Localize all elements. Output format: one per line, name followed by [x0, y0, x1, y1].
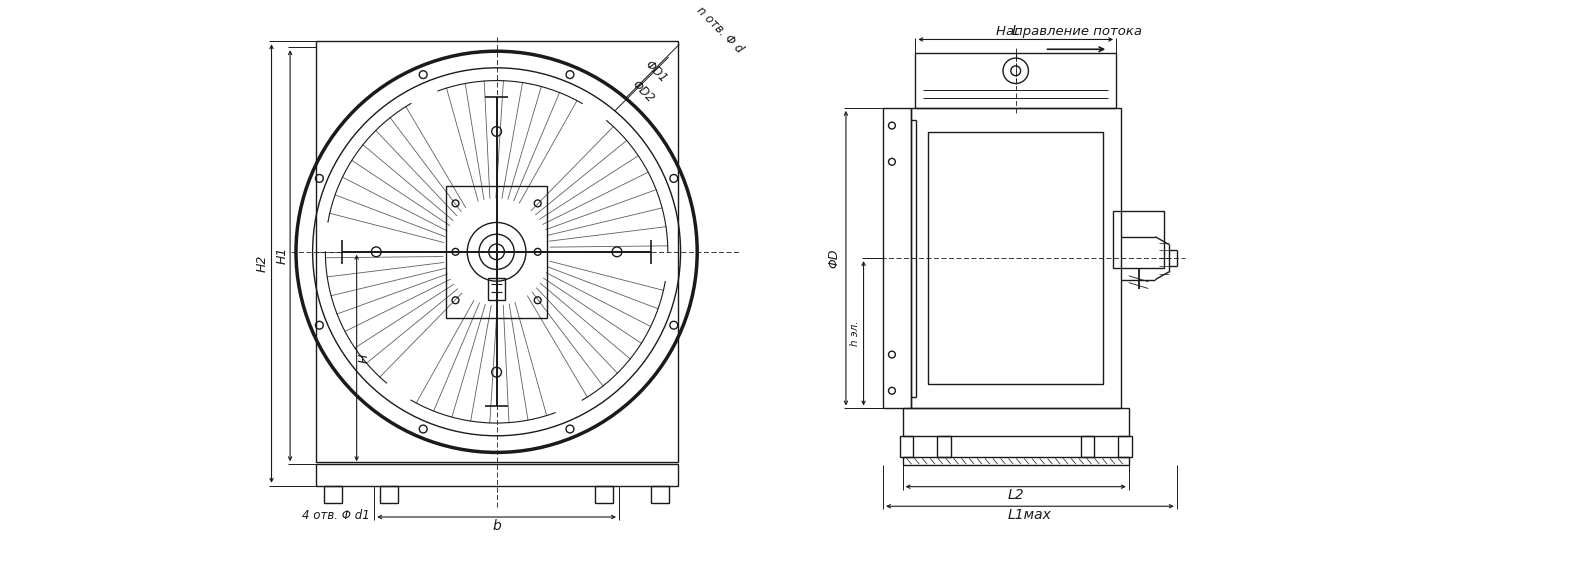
- Bar: [488, 278, 506, 300]
- Bar: [1113, 211, 1164, 268]
- Text: L: L: [1011, 24, 1019, 38]
- Text: ΦD: ΦD: [828, 248, 841, 268]
- Bar: [884, 108, 911, 408]
- Text: H1: H1: [276, 247, 289, 265]
- Text: H: H: [357, 354, 372, 363]
- Bar: [903, 457, 1129, 465]
- Bar: [445, 186, 547, 318]
- Bar: [936, 436, 951, 457]
- Bar: [316, 464, 678, 486]
- Text: L1мах: L1мах: [1008, 508, 1051, 522]
- Bar: [651, 486, 668, 503]
- Bar: [903, 408, 1129, 436]
- Text: L2: L2: [1008, 489, 1024, 503]
- Text: b: b: [493, 519, 501, 533]
- Text: n отв. Φ d: n отв. Φ d: [694, 4, 746, 56]
- Bar: [916, 53, 1116, 108]
- Bar: [1118, 436, 1132, 457]
- Text: H2: H2: [255, 255, 268, 272]
- Text: h эл.: h эл.: [850, 320, 860, 346]
- Bar: [928, 132, 1104, 384]
- Bar: [1081, 436, 1094, 457]
- Text: Направление потока: Направление потока: [995, 25, 1142, 38]
- Bar: [324, 486, 341, 503]
- Text: ΦD2: ΦD2: [630, 78, 657, 105]
- Text: ΦD1: ΦD1: [643, 58, 670, 86]
- Bar: [380, 486, 397, 503]
- Bar: [900, 436, 914, 457]
- Bar: [911, 108, 1121, 408]
- Bar: [316, 42, 678, 462]
- Bar: [595, 486, 612, 503]
- Text: 4 отв. Φ d1: 4 отв. Φ d1: [301, 508, 370, 521]
